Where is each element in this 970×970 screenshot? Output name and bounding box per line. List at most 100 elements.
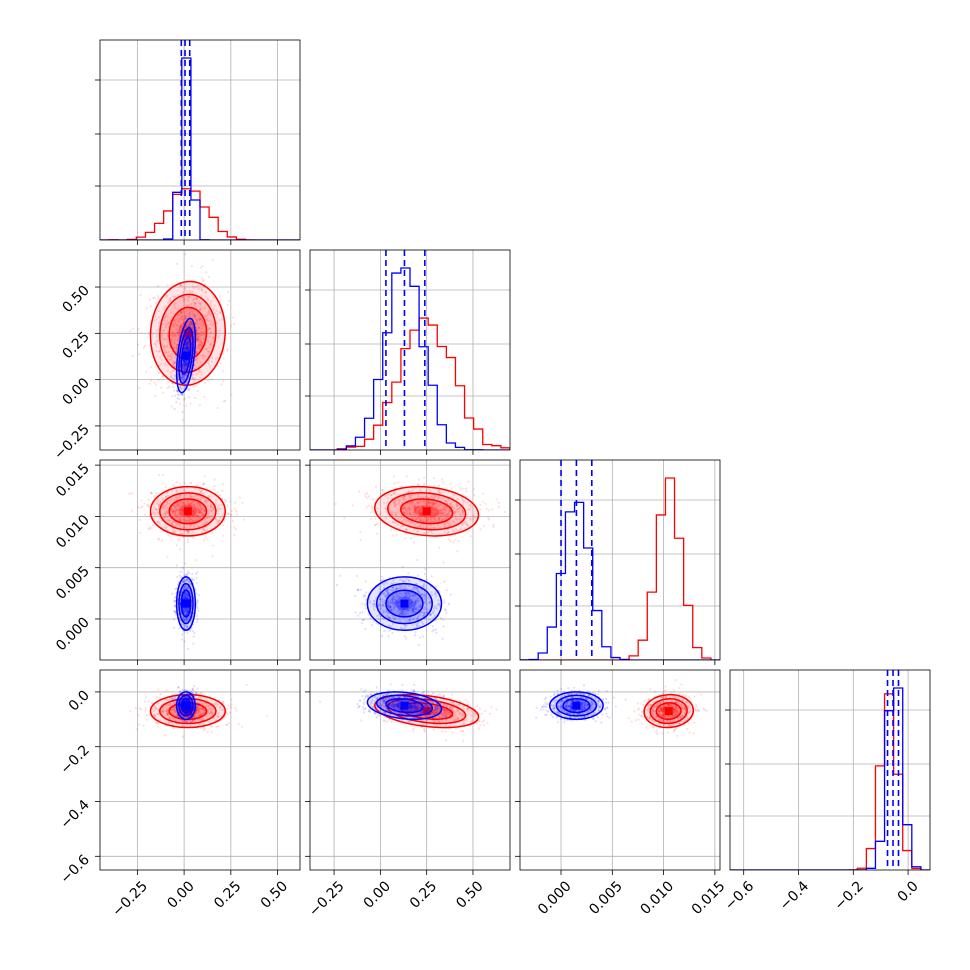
scatter-point — [198, 489, 201, 492]
scatter-point — [157, 297, 161, 300]
scatter-point — [174, 394, 177, 397]
scatter-point — [193, 487, 197, 491]
scatter-point — [388, 617, 392, 620]
scatter-point — [185, 347, 189, 350]
scatter-point — [406, 507, 410, 510]
scatter-point — [180, 374, 184, 377]
scatter-point — [182, 362, 186, 365]
scatter-point — [209, 707, 212, 711]
scatter-point — [429, 501, 432, 504]
scatter-point — [413, 506, 416, 510]
scatter-point — [190, 481, 193, 484]
scatter-point — [184, 364, 187, 367]
scatter-point — [187, 341, 190, 344]
scatter-point — [423, 606, 427, 609]
scatter-point — [441, 512, 445, 515]
scatter-point — [179, 283, 182, 286]
scatter-point — [186, 342, 189, 345]
scatter-point — [195, 514, 198, 518]
scatter-point — [171, 510, 174, 513]
scatter-point — [428, 530, 431, 533]
scatter-point — [186, 626, 189, 629]
scatter-point — [395, 593, 399, 596]
scatter-point — [395, 533, 398, 536]
scatter-point — [393, 606, 396, 609]
scatter-point — [417, 643, 420, 647]
scatter-point — [444, 509, 447, 512]
scatter-point — [172, 325, 175, 328]
scatter-point — [423, 608, 426, 611]
scatter-point — [173, 531, 176, 534]
scatter-point — [187, 328, 191, 331]
scatter-point — [209, 710, 212, 713]
scatter-point — [343, 517, 346, 520]
scatter-point — [406, 619, 410, 623]
scatter-point — [195, 298, 198, 301]
scatter-point — [455, 502, 459, 506]
scatter-point — [428, 601, 431, 604]
scatter-point — [182, 505, 185, 508]
scatter-point — [216, 506, 220, 509]
scatter-point — [212, 507, 215, 510]
scatter-point — [416, 599, 419, 602]
scatter-point — [448, 502, 452, 506]
scatter-point — [178, 334, 181, 337]
scatter-point — [432, 517, 436, 520]
scatter-point — [152, 296, 155, 300]
scatter-point — [184, 383, 187, 386]
scatter-point — [229, 500, 232, 503]
scatter-point — [183, 619, 186, 622]
scatter-point — [470, 503, 473, 506]
scatter-point — [461, 513, 464, 516]
scatter-point — [176, 503, 179, 506]
scatter-point — [364, 628, 367, 631]
scatter-point — [211, 555, 214, 558]
scatter-point — [441, 518, 444, 521]
scatter-point — [186, 333, 190, 336]
scatter-point — [409, 509, 412, 512]
scatter-point — [415, 586, 418, 589]
scatter-point — [197, 509, 201, 512]
scatter-point — [208, 511, 211, 514]
scatter-point — [205, 271, 208, 274]
scatter-point — [199, 707, 202, 710]
scatter-point — [454, 510, 457, 513]
scatter-point — [419, 488, 422, 491]
scatter-point — [167, 350, 170, 353]
scatter-point — [174, 701, 177, 704]
scatter-point — [185, 611, 189, 614]
scatter-point — [398, 605, 401, 608]
scatter-point — [230, 703, 233, 706]
scatter-point — [184, 317, 187, 320]
scatter-point — [461, 511, 465, 514]
scatter-point — [188, 388, 191, 391]
scatter-point — [410, 601, 413, 604]
scatter-point — [427, 503, 430, 506]
scatter-point — [186, 612, 189, 616]
scatter-point — [153, 381, 156, 384]
scatter-point — [132, 327, 135, 330]
scatter-point — [159, 356, 162, 359]
scatter-point — [174, 334, 177, 337]
scatter-point — [441, 637, 444, 640]
scatter-point — [469, 516, 472, 520]
scatter-point — [212, 336, 215, 339]
scatter-point — [190, 309, 193, 312]
scatter-point — [207, 275, 211, 278]
scatter-point — [424, 601, 427, 604]
scatter-point — [357, 614, 360, 617]
scatter-point — [391, 521, 394, 524]
scatter-point — [182, 504, 185, 508]
scatter-point — [167, 354, 171, 358]
scatter-point — [437, 512, 440, 515]
scatter-point — [416, 589, 420, 593]
scatter-point — [364, 580, 367, 583]
scatter-point — [191, 530, 194, 533]
scatter-point — [177, 496, 180, 499]
scatter-point — [208, 343, 212, 346]
scatter-point — [403, 612, 407, 615]
scatter-point — [193, 303, 196, 306]
scatter-point — [418, 489, 422, 492]
panel-content — [129, 252, 236, 421]
scatter-point — [443, 580, 446, 583]
